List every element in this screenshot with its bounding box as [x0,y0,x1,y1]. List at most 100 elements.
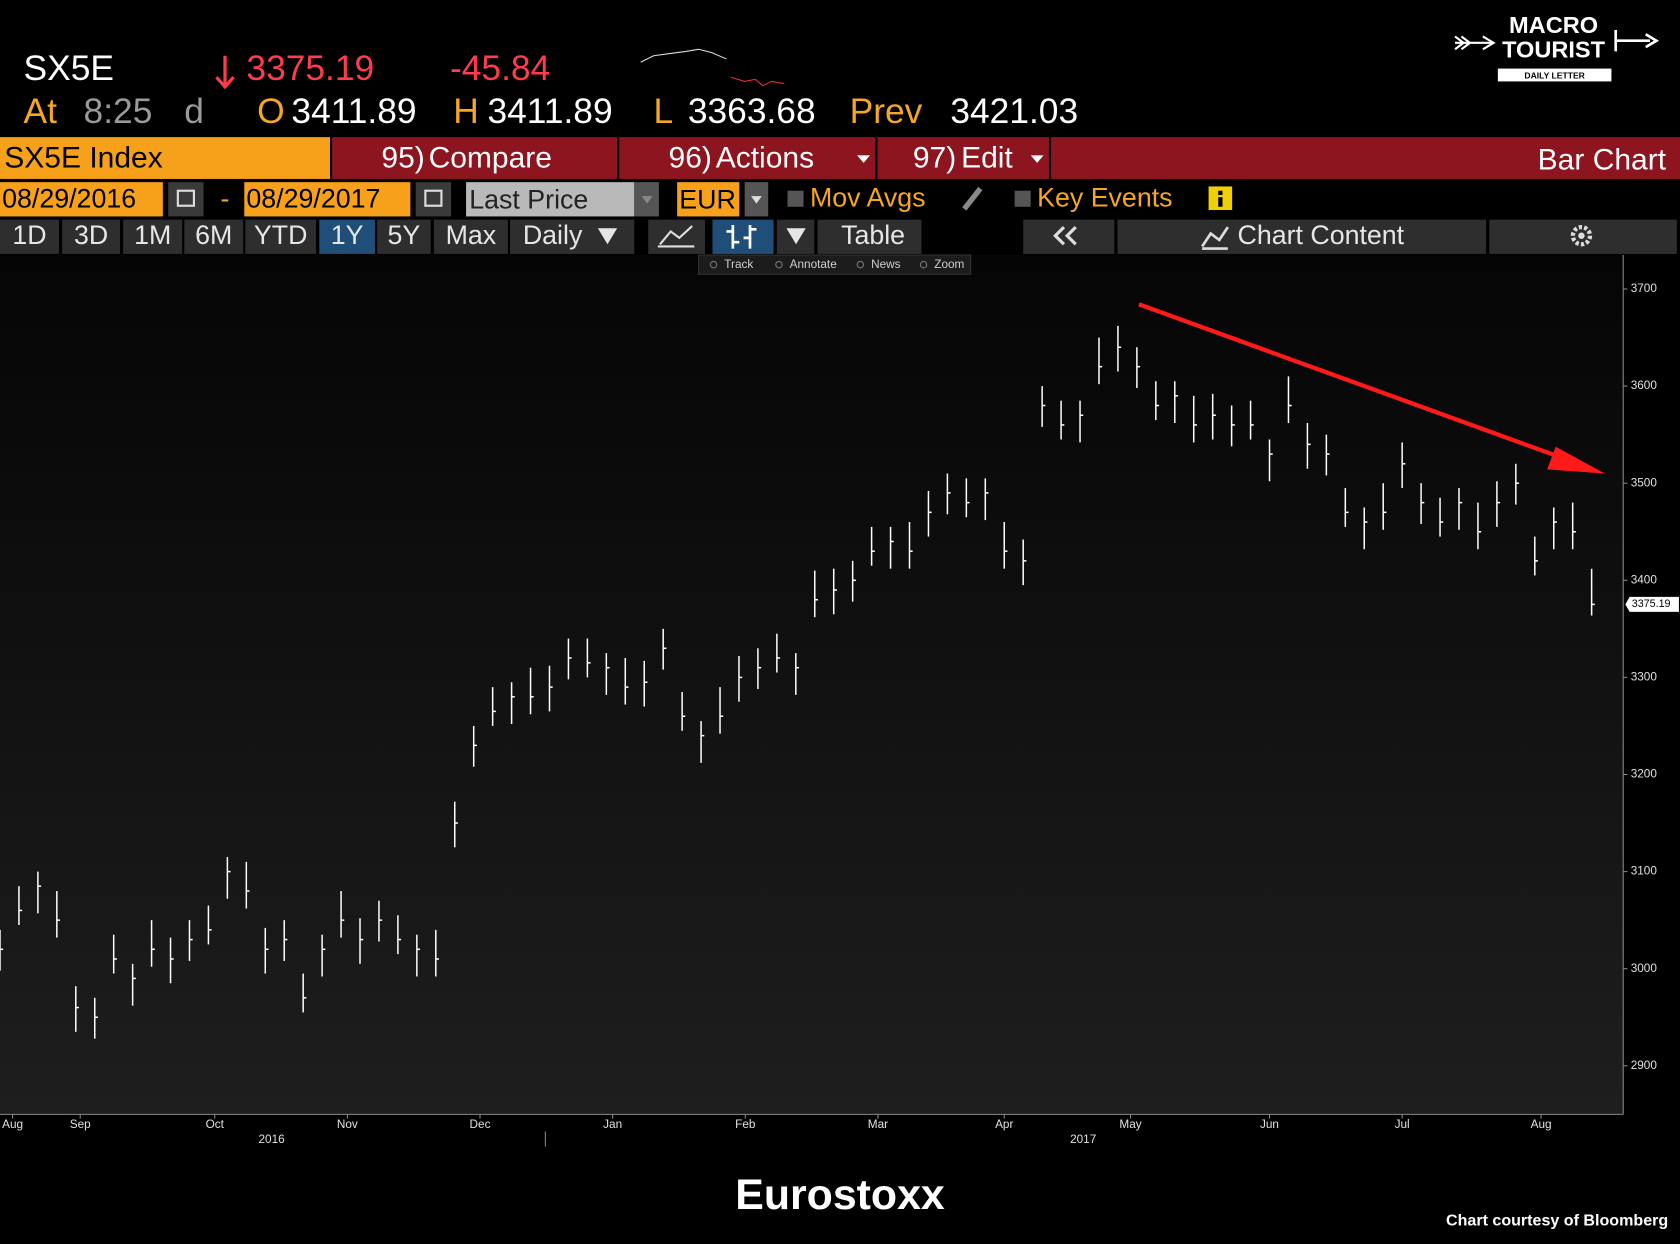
dropdown-arrow [786,228,806,245]
menu-bar [332,137,1680,179]
y-tick-label: 3000 [1631,962,1658,975]
currency-box[interactable] [677,182,740,217]
mini-toolbar: Track Annotate News Zoom [698,254,972,275]
range-label[interactable]: 1Y [331,220,364,250]
tool-label[interactable]: Annotate [790,258,838,271]
actions-menu[interactable]: Actions [716,142,814,175]
collapse-icon [1053,226,1077,246]
range-button[interactable] [245,219,317,254]
x-tick-label: Jun [1260,1118,1279,1131]
range-button[interactable] [0,219,59,254]
open-value: 3411.89 [291,92,416,131]
date-box[interactable] [244,182,411,217]
table-button[interactable] [817,219,922,254]
range-button[interactable] [319,219,375,254]
dropdown-arrow[interactable] [1030,155,1044,163]
range-button[interactable] [62,219,120,254]
calendar-button[interactable] [415,182,452,217]
prev-value: 3421.03 [950,92,1078,131]
mov-avgs[interactable]: Mov Avgs [810,182,926,212]
range-button[interactable] [123,219,183,254]
frequency-button[interactable] [510,219,635,254]
y-tick-label: 3600 [1631,379,1658,392]
x-tick-label: Oct [206,1118,225,1131]
range-button[interactable] [377,219,431,254]
menu-number[interactable]: 95) [381,142,424,175]
credit: Chart courtesy of Bloomberg [1446,1212,1668,1230]
y-tick-label: 3200 [1631,768,1658,781]
range-label[interactable]: YTD [254,220,308,250]
bar-icon [726,225,757,249]
at-label: At [24,92,58,131]
range-button[interactable] [184,219,244,254]
plot-area [0,255,1624,1115]
range-label[interactable]: 6M [195,220,232,250]
logo-tag: DAILY LETTER [1524,70,1585,80]
range-label[interactable]: 3D [74,220,108,250]
x-tick-label: Aug [1531,1118,1552,1131]
tool-icon [856,260,865,269]
range-button[interactable] [433,219,508,254]
low-value: 3363.68 [688,92,816,131]
field-box[interactable] [466,182,635,217]
last-price: 3375.19 [246,49,374,88]
y-tick-label: 3400 [1631,573,1658,586]
sparkline-red [730,76,785,87]
tool-icon [919,260,928,269]
checkbox[interactable] [787,190,804,207]
menu-number[interactable]: 97) [913,142,956,175]
tool-label[interactable]: News [871,258,901,271]
tool-label[interactable]: Zoom [934,258,964,271]
net-change: -45.84 [450,49,550,88]
x-tick-label: Jul [1395,1118,1410,1131]
high-value: 3411.89 [488,92,613,131]
gear-icon [1578,232,1585,239]
line-icon [657,225,695,248]
chart-content[interactable]: Chart Content [1238,220,1405,250]
compare-menu[interactable]: Compare [429,142,552,175]
y-tick-label: 3100 [1631,865,1658,878]
calendar-button[interactable] [168,182,204,217]
checkbox[interactable] [1014,190,1031,207]
chart-content-button[interactable] [1117,219,1487,254]
tool-label[interactable]: Track [724,258,753,271]
security[interactable]: SX5E Index [4,142,162,175]
start-date[interactable]: 08/29/2016 [2,183,136,213]
dropdown-arrow[interactable] [857,155,870,163]
key-events[interactable]: Key Events [1037,182,1172,212]
table[interactable]: Table [841,220,905,250]
time: 8:25 [84,92,153,131]
pencil-icon[interactable] [962,186,983,211]
bar-chart-button[interactable] [712,219,774,254]
logo-arrow [1454,35,1496,51]
y-tick-label: 3700 [1631,282,1658,295]
x-tick-label: Mar [868,1118,888,1131]
end-date[interactable]: 08/29/2017 [246,183,380,213]
chart-content-icon [1201,226,1229,250]
frequency[interactable]: Daily [523,220,583,250]
dropdown-arrow[interactable] [597,228,618,245]
caption: Eurostoxx [735,1171,945,1219]
x-tick-label: May [1119,1118,1141,1131]
security-box[interactable] [0,137,330,179]
x-tick-label: Feb [735,1118,756,1131]
last-price-tag [1625,596,1679,612]
currency[interactable]: EUR [679,185,736,215]
y-tick-label: 2900 [1631,1059,1658,1072]
y-tick-label: 3500 [1631,476,1658,489]
calendar-icon [424,189,443,207]
range-label[interactable]: 5Y [388,220,421,250]
date-box[interactable] [0,182,163,217]
range-bar: 1D 3D 1M 6M YTD 1Y 5Y Max [0,219,508,254]
range-label[interactable]: Max [446,220,497,250]
range-label[interactable]: 1M [134,220,171,250]
down-arrow [215,55,235,90]
menu-number[interactable]: 96) [669,142,712,175]
field[interactable]: Last Price [469,185,588,215]
range-label[interactable]: 1D [12,220,46,250]
ticker: SX5E [24,49,114,88]
edit-menu[interactable]: Edit [961,142,1013,175]
year-label: 2016 [258,1133,285,1146]
logo-text: MACRO [1509,12,1598,38]
